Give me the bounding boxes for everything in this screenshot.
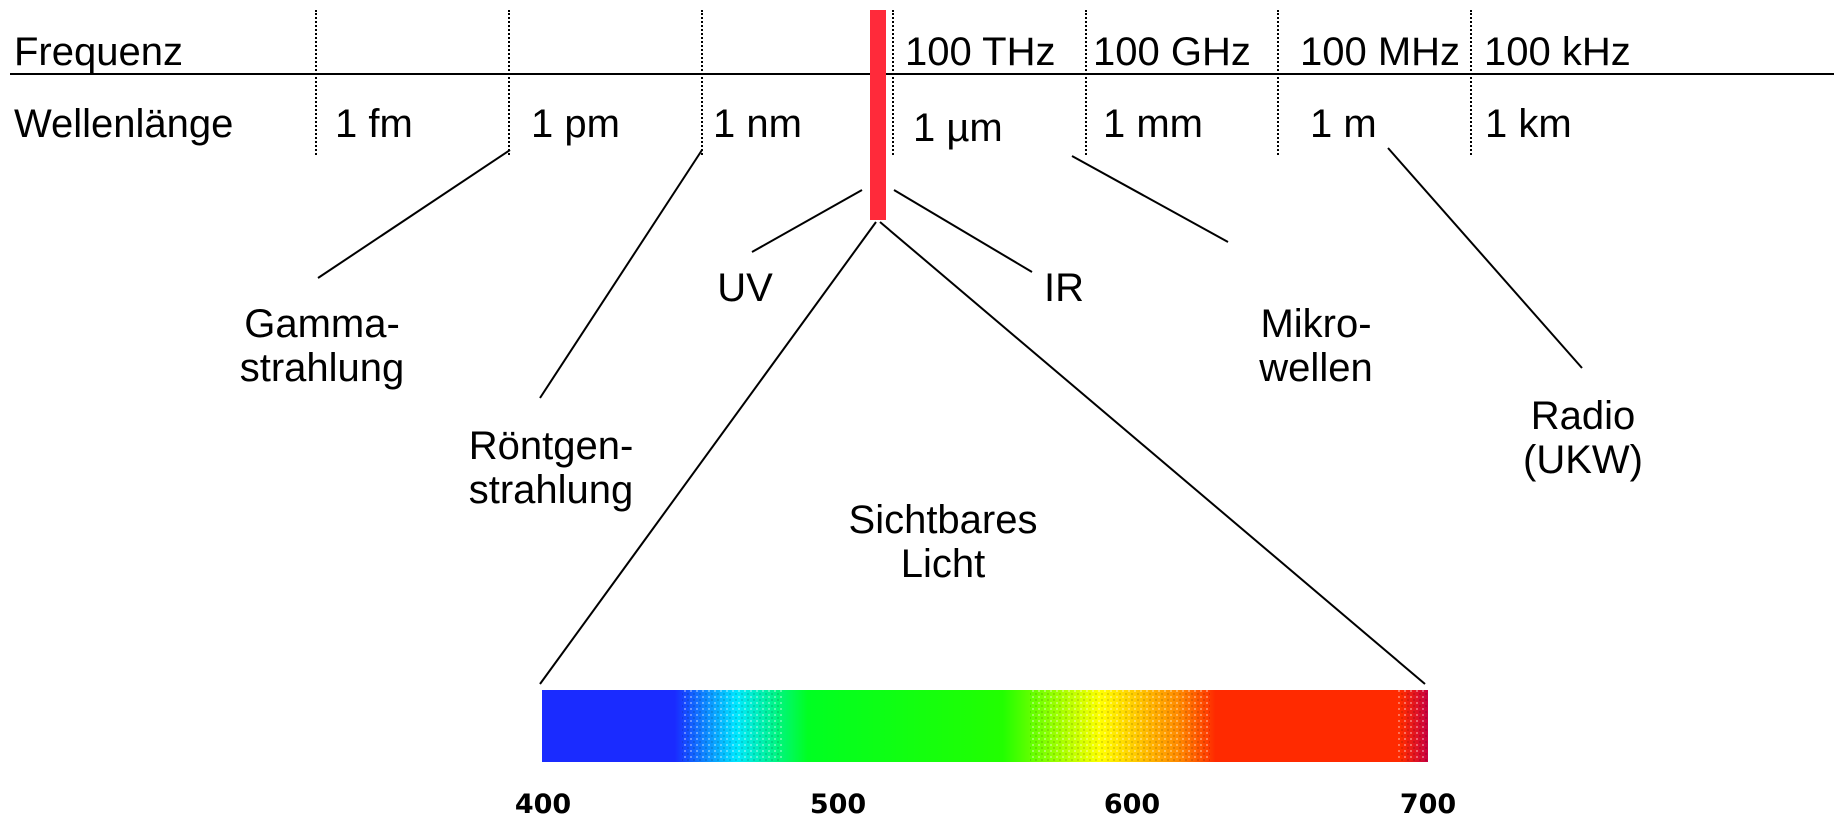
separator-1 [315,10,317,155]
frequency-value: 100 GHz [1093,30,1251,74]
separator-4 [892,10,894,155]
uv-label: UV [717,266,773,310]
ir-pointer [893,189,1033,273]
radio-pointer [1387,147,1583,369]
xray-pointer [539,149,703,399]
frequency-value: 100 THz [905,30,1056,74]
spectrum-tick-label: 700 [1399,789,1457,820]
separator-2 [508,10,510,155]
microwave-pointer [1071,155,1229,243]
separator-3 [701,10,703,155]
visible-light-label: Sichtbares Licht [848,498,1038,586]
spectrum-tick-label: 500 [809,789,867,820]
uv-pointer [751,189,863,253]
wavelength-value: 1 km [1485,102,1572,146]
wavelength-row-label: Wellenlänge [14,102,234,146]
visible-zoom-left [539,221,877,685]
xray-label: Röntgen-strahlung [468,424,634,512]
wavelength-value: 1 nm [713,102,802,146]
visible-spectrum-bar [542,690,1428,762]
gamma-pointer [317,149,511,279]
wavelength-value: 1 pm [531,102,620,146]
wavelength-value: 1 m [1310,102,1377,146]
frequency-value: 100 kHz [1484,30,1631,74]
separator-6 [1277,10,1279,155]
visible-light-band [870,10,886,220]
separator-5 [1085,10,1087,155]
microwave-label: Mikro-wellen [1259,302,1373,390]
spectrum-tick-label: 600 [1103,789,1161,820]
wavelength-value: 1 fm [335,102,413,146]
visible-zoom-right [879,221,1426,685]
wavelength-value: 1 µm [913,106,1003,150]
frequency-value: 100 MHz [1300,30,1461,74]
wavelength-value: 1 mm [1103,102,1203,146]
ir-label: IR [1044,266,1084,310]
frequency-row-label: Frequenz [14,30,183,74]
spectrum-tick-label: 400 [514,789,572,820]
gamma-label: Gamma-strahlung [239,302,405,390]
radio-label: Radio (UKW) [1523,394,1643,482]
separator-7 [1470,10,1472,155]
